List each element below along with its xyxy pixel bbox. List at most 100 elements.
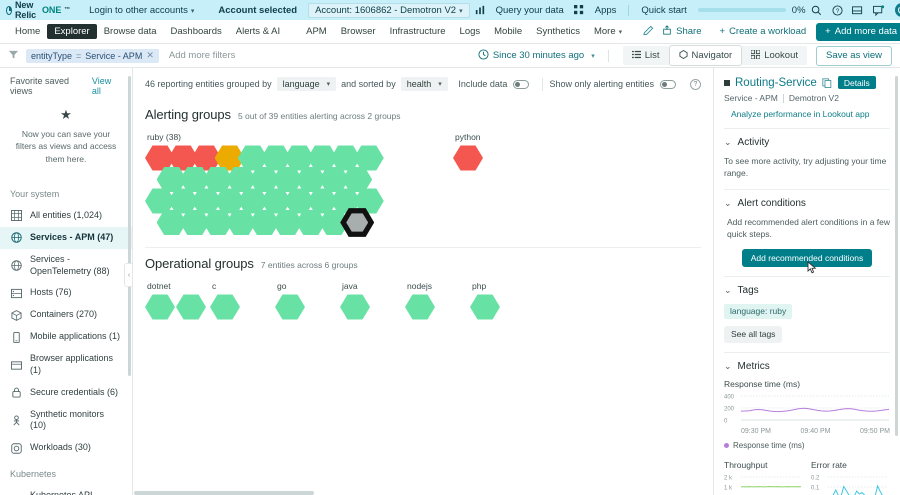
close-icon[interactable]: ✕	[146, 50, 154, 60]
search-icon[interactable]	[810, 4, 823, 17]
entity-header: Routing-Service Details	[724, 76, 890, 89]
lookout-app-link[interactable]: Analyze performance in Lookout app	[731, 109, 870, 119]
add-more-data-button[interactable]: + Add more data	[816, 22, 900, 41]
hexagon-entity[interactable]	[210, 294, 240, 320]
sidebar-item-services-opentelemetry[interactable]: Services - OpenTelemetry (88)	[0, 249, 132, 282]
add-more-filters-input[interactable]: Add more filters	[168, 50, 236, 61]
apps-grid-icon[interactable]	[573, 4, 586, 17]
edit-pencil-icon[interactable]	[643, 25, 654, 39]
sidebar-collapse-toggle[interactable]: ‹	[124, 263, 132, 287]
sidebar-item-secure-credentials[interactable]: Secure credentials (6)	[0, 382, 132, 404]
nav-item-logs[interactable]: Logs	[459, 26, 481, 37]
hexagon-entity[interactable]	[275, 294, 305, 320]
left-sidebar: Favorite saved views View all ★ Now you …	[0, 68, 133, 495]
activity-empty-text: To see more activity, try adjusting your…	[724, 156, 887, 178]
nav-item-infrastructure[interactable]: Infrastructure	[389, 26, 446, 37]
chart-title: Response time (ms)	[724, 378, 801, 389]
chart-plot-area[interactable]: 400 200 0	[724, 392, 890, 426]
add-recommended-conditions-label: Add recommended conditions	[750, 252, 864, 263]
activity-section-header[interactable]: ⌄ Activity	[724, 137, 890, 148]
logo-text: New Relic	[15, 0, 37, 20]
tag-pill-language[interactable]: language: ruby	[724, 303, 793, 319]
operational-group-hexes	[275, 294, 340, 320]
sort-by-select[interactable]: health ▾	[400, 77, 448, 91]
login-other-accounts-menu[interactable]: Login to other accounts ▾	[84, 5, 199, 16]
sidebar-item-kubernetes-api-servers[interactable]: Kubernetes API servers (2)	[0, 485, 132, 495]
new-relic-logo[interactable]: New Relic ONE ™	[6, 0, 70, 20]
share-label: Share	[676, 26, 702, 37]
horizontal-scrollbar[interactable]	[134, 491, 314, 495]
include-data-toggle[interactable]	[513, 79, 530, 89]
quick-start-label[interactable]: Quick start	[641, 4, 687, 16]
nav-item-mobile[interactable]: Mobile	[494, 26, 523, 37]
inbox-icon[interactable]	[852, 4, 865, 17]
plus-icon: +	[825, 26, 831, 37]
details-button[interactable]: Details	[837, 76, 876, 89]
nav-item-home[interactable]: Home	[15, 26, 41, 37]
hexagon-entity[interactable]	[176, 294, 206, 320]
share-button[interactable]: Share	[654, 22, 709, 41]
query-your-data-button[interactable]: Query your data	[495, 4, 564, 16]
nav-item-more[interactable]: More ▾	[587, 24, 629, 39]
sidebar-item-services-apm[interactable]: Services - APM (47)	[0, 226, 132, 249]
nav-item-browse-data[interactable]: Browse data	[103, 26, 157, 37]
show-only-alerting-toggle[interactable]	[660, 79, 676, 89]
account-dropdown[interactable]: Account: 1606862 - Demotron V2 ▾	[308, 2, 470, 18]
sorted-by-text: and sorted by	[341, 79, 396, 89]
alerting-groups-title-row: Alerting groups 5 out of 39 entities ale…	[145, 99, 701, 126]
save-as-view-button[interactable]: Save as view	[816, 45, 892, 66]
chart-plot-area[interactable]: 2 k1 k0	[724, 473, 803, 495]
hexagon-entity[interactable]	[470, 294, 500, 320]
hexagon-entity[interactable]	[405, 294, 435, 320]
group-by-select[interactable]: language ▾	[276, 77, 337, 91]
sidebar-item-workloads[interactable]: Workloads (30)	[0, 437, 132, 459]
tags-header[interactable]: ⌄ Tags	[724, 285, 890, 296]
time-range-picker[interactable]: Since 30 minutes ago ▾	[471, 46, 602, 66]
chart-line-series	[740, 407, 890, 412]
entity-name[interactable]: Routing-Service	[735, 76, 817, 89]
hexagon-entity[interactable]	[453, 145, 483, 171]
nav-item-alerts-ai[interactable]: Alerts & AI	[235, 26, 281, 37]
feedback-icon[interactable]	[873, 4, 886, 17]
help-icon[interactable]: ?	[690, 78, 701, 90]
add-recommended-conditions-button[interactable]: Add recommended conditions	[741, 248, 873, 273]
entity-group-ruby: ruby (38)	[145, 132, 395, 237]
alerting-groups-row: ruby (38) python	[145, 132, 701, 237]
right-panel-scrollbar[interactable]	[895, 76, 898, 436]
apps-button[interactable]: Apps	[594, 4, 617, 16]
nav-item-apm[interactable]: APM	[306, 26, 327, 37]
help-icon[interactable]: ?	[831, 4, 844, 17]
entity-type: Service - APM	[724, 93, 778, 103]
copy-icon[interactable]	[822, 77, 832, 88]
nav-item-synthetics[interactable]: Synthetics	[536, 26, 580, 37]
entity-group-label: python	[455, 132, 481, 142]
sidebar-item-browser-applications[interactable]: Browser applications (1)	[0, 348, 132, 381]
query-data-icon[interactable]	[474, 4, 487, 17]
view-mode-lookout[interactable]: Lookout	[742, 46, 808, 65]
operational-group-label: php	[472, 281, 487, 291]
view-mode-list[interactable]: List	[622, 46, 669, 65]
nav-item-explorer[interactable]: Explorer	[47, 24, 97, 39]
view-all-link[interactable]: View all	[91, 76, 112, 96]
metrics-header[interactable]: ⌄ Metrics	[724, 361, 890, 372]
see-all-tags-button[interactable]: See all tags	[724, 325, 783, 343]
user-avatar-icon[interactable]	[894, 3, 900, 17]
show-only-alerting-label: Show only alerting entities	[549, 79, 654, 89]
view-mode-navigator[interactable]: Navigator	[668, 45, 743, 66]
create-workload-button[interactable]: + Create a workload	[712, 23, 815, 40]
sidebar-scrollbar[interactable]	[128, 76, 131, 376]
hexagon-entity[interactable]	[340, 294, 370, 320]
sidebar-item-mobile-applications[interactable]: Mobile applications (1)	[0, 326, 132, 348]
plus-icon: +	[719, 26, 726, 37]
filter-chip-entitytype[interactable]: entityType = Service - APM ✕	[26, 48, 159, 63]
sidebar-item-containers[interactable]: Containers (270)	[0, 304, 132, 326]
nav-item-browser[interactable]: Browser	[340, 26, 376, 37]
sidebar-item-all-entities[interactable]: All entities (1,024)	[0, 205, 132, 227]
alert-conditions-header[interactable]: ⌄ Alert conditions	[724, 198, 890, 209]
chart-plot-area[interactable]: 0.20.10	[811, 473, 890, 495]
nav-item-dashboards[interactable]: Dashboards	[170, 26, 222, 37]
hexagon-entity[interactable]	[145, 294, 175, 320]
sidebar-item-synthetic-monitors[interactable]: Synthetic monitors (10)	[0, 404, 132, 437]
sidebar-item-hosts[interactable]: Hosts (76)	[0, 282, 132, 304]
filter-funnel-icon[interactable]	[8, 49, 19, 63]
